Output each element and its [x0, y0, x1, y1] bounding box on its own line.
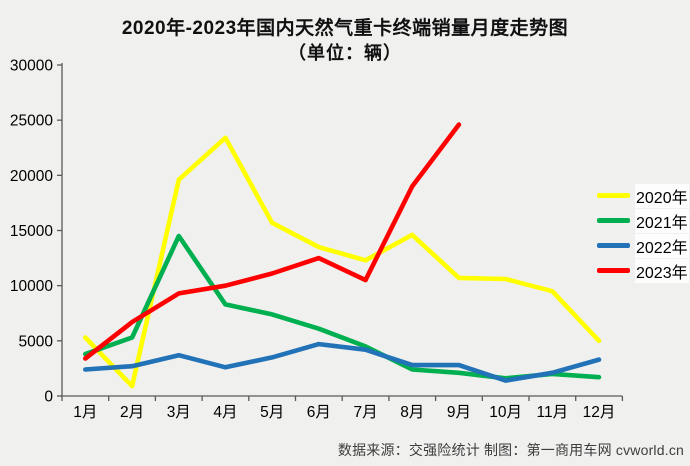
legend-label: 2022年 — [635, 233, 689, 258]
y-tick-label: 25000 — [10, 113, 53, 130]
x-tick-label: 5月 — [260, 404, 284, 421]
chart-title-block: 2020年-2023年国内天然气重卡终端销量月度走势图 （单位：辆） — [0, 16, 690, 65]
legend-item-2020年: 2020年 — [597, 183, 689, 208]
y-tick-label: 10000 — [10, 278, 53, 295]
x-tick-label: 8月 — [400, 404, 424, 421]
x-tick-label: 1月 — [73, 404, 97, 421]
x-tick-label: 10月 — [489, 404, 522, 421]
series-line-2020年 — [83, 135, 602, 389]
y-tick-label: 15000 — [10, 223, 53, 240]
y-tick-label: 30000 — [10, 58, 53, 75]
legend-item-2021年: 2021年 — [597, 208, 689, 233]
y-tick-label: 0 — [44, 389, 53, 406]
y-tick-label: 20000 — [10, 168, 53, 185]
x-tick-label: 12月 — [583, 404, 616, 421]
legend-label: 2020年 — [635, 183, 689, 208]
legend-line-swatch — [597, 193, 630, 198]
x-tick-label: 6月 — [307, 404, 331, 421]
legend: 2020年 2021年 2022年 2023年 — [597, 183, 689, 283]
legend-line-swatch — [597, 268, 630, 273]
x-tick-label: 9月 — [447, 404, 471, 421]
legend-label: 2021年 — [635, 208, 689, 233]
data-source-note: 数据来源：交强险统计 制图：第一商用车网 cvworld.cn — [337, 442, 684, 458]
legend-line-swatch — [597, 243, 630, 248]
legend-item-2023年: 2023年 — [597, 258, 689, 283]
legend-line-swatch — [597, 218, 630, 223]
x-tick-label: 3月 — [167, 404, 191, 421]
x-tick-label: 4月 — [213, 404, 237, 421]
legend-label: 2023年 — [635, 258, 689, 283]
chart-title: 2020年-2023年国内天然气重卡终端销量月度走势图 — [121, 18, 569, 39]
y-tick-label: 5000 — [19, 333, 54, 350]
x-tick-label: 7月 — [353, 404, 377, 421]
series-line-2022年 — [83, 341, 602, 383]
chart-subtitle: （单位：辆） — [288, 43, 402, 63]
x-tick-label: 2月 — [120, 404, 144, 421]
series-line-2023年 — [83, 122, 462, 361]
legend-item-2022年: 2022年 — [597, 233, 689, 258]
x-tick-label: 11月 — [537, 404, 569, 421]
